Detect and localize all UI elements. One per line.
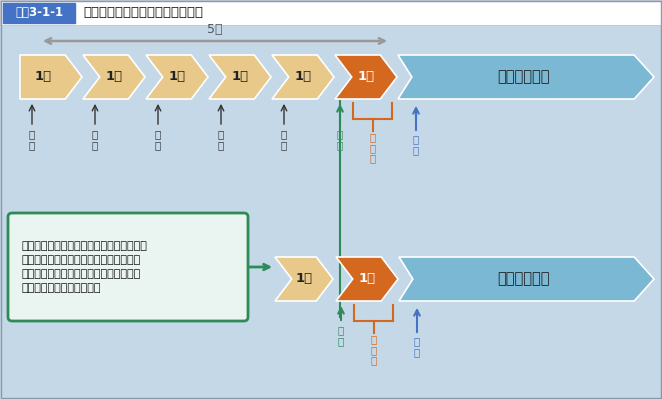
Text: 図表3-1-1: 図表3-1-1 <box>15 6 63 20</box>
Polygon shape <box>20 55 82 99</box>
Text: 転
換: 転 換 <box>413 134 419 155</box>
Text: 申
込
み: 申 込 み <box>369 132 375 164</box>
Polygon shape <box>399 257 654 301</box>
FancyBboxPatch shape <box>3 3 75 23</box>
Text: 無期労働契約への転換制度の概要: 無期労働契約への転換制度の概要 <box>83 6 203 20</box>
Polygon shape <box>209 55 271 99</box>
FancyBboxPatch shape <box>0 0 662 25</box>
Text: 1年: 1年 <box>357 71 375 83</box>
Text: 締
結: 締 結 <box>29 129 35 150</box>
FancyBboxPatch shape <box>8 213 248 321</box>
Text: 5年: 5年 <box>207 23 222 36</box>
Text: 1年: 1年 <box>295 71 312 83</box>
Polygon shape <box>146 55 208 99</box>
Text: 更
新: 更 新 <box>218 129 224 150</box>
Text: 更
新: 更 新 <box>155 129 161 150</box>
Text: 更
新: 更 新 <box>338 325 344 346</box>
Text: 1年: 1年 <box>34 71 51 83</box>
Text: 1年: 1年 <box>168 71 185 83</box>
Text: 転
換: 転 換 <box>414 336 420 357</box>
Polygon shape <box>83 55 145 99</box>
Text: 無期労働契約: 無期労働契約 <box>497 271 549 286</box>
Polygon shape <box>335 55 397 99</box>
Text: 更
新: 更 新 <box>337 129 343 150</box>
Text: 1年: 1年 <box>232 71 248 83</box>
Text: 1年: 1年 <box>358 273 375 286</box>
Text: 更
新: 更 新 <box>92 129 98 150</box>
Text: 無期労働契約: 無期労働契約 <box>496 69 549 85</box>
Text: 1年: 1年 <box>105 71 122 83</box>
Polygon shape <box>336 257 398 301</box>
Text: 更
新: 更 新 <box>281 129 287 150</box>
Polygon shape <box>275 257 333 301</box>
Text: 1年: 1年 <box>295 273 312 286</box>
Polygon shape <box>272 55 334 99</box>
Polygon shape <box>398 55 654 99</box>
Text: 申
込
み: 申 込 み <box>370 334 377 365</box>
Text: 通算５年を超えて契約更新した労働者が、
その契約期間中に無期転換の申込みをし
なかったときは、次の更新以降でも無期
転換の申込みができます。: 通算５年を超えて契約更新した労働者が、 その契約期間中に無期転換の申込みをし な… <box>22 241 148 293</box>
